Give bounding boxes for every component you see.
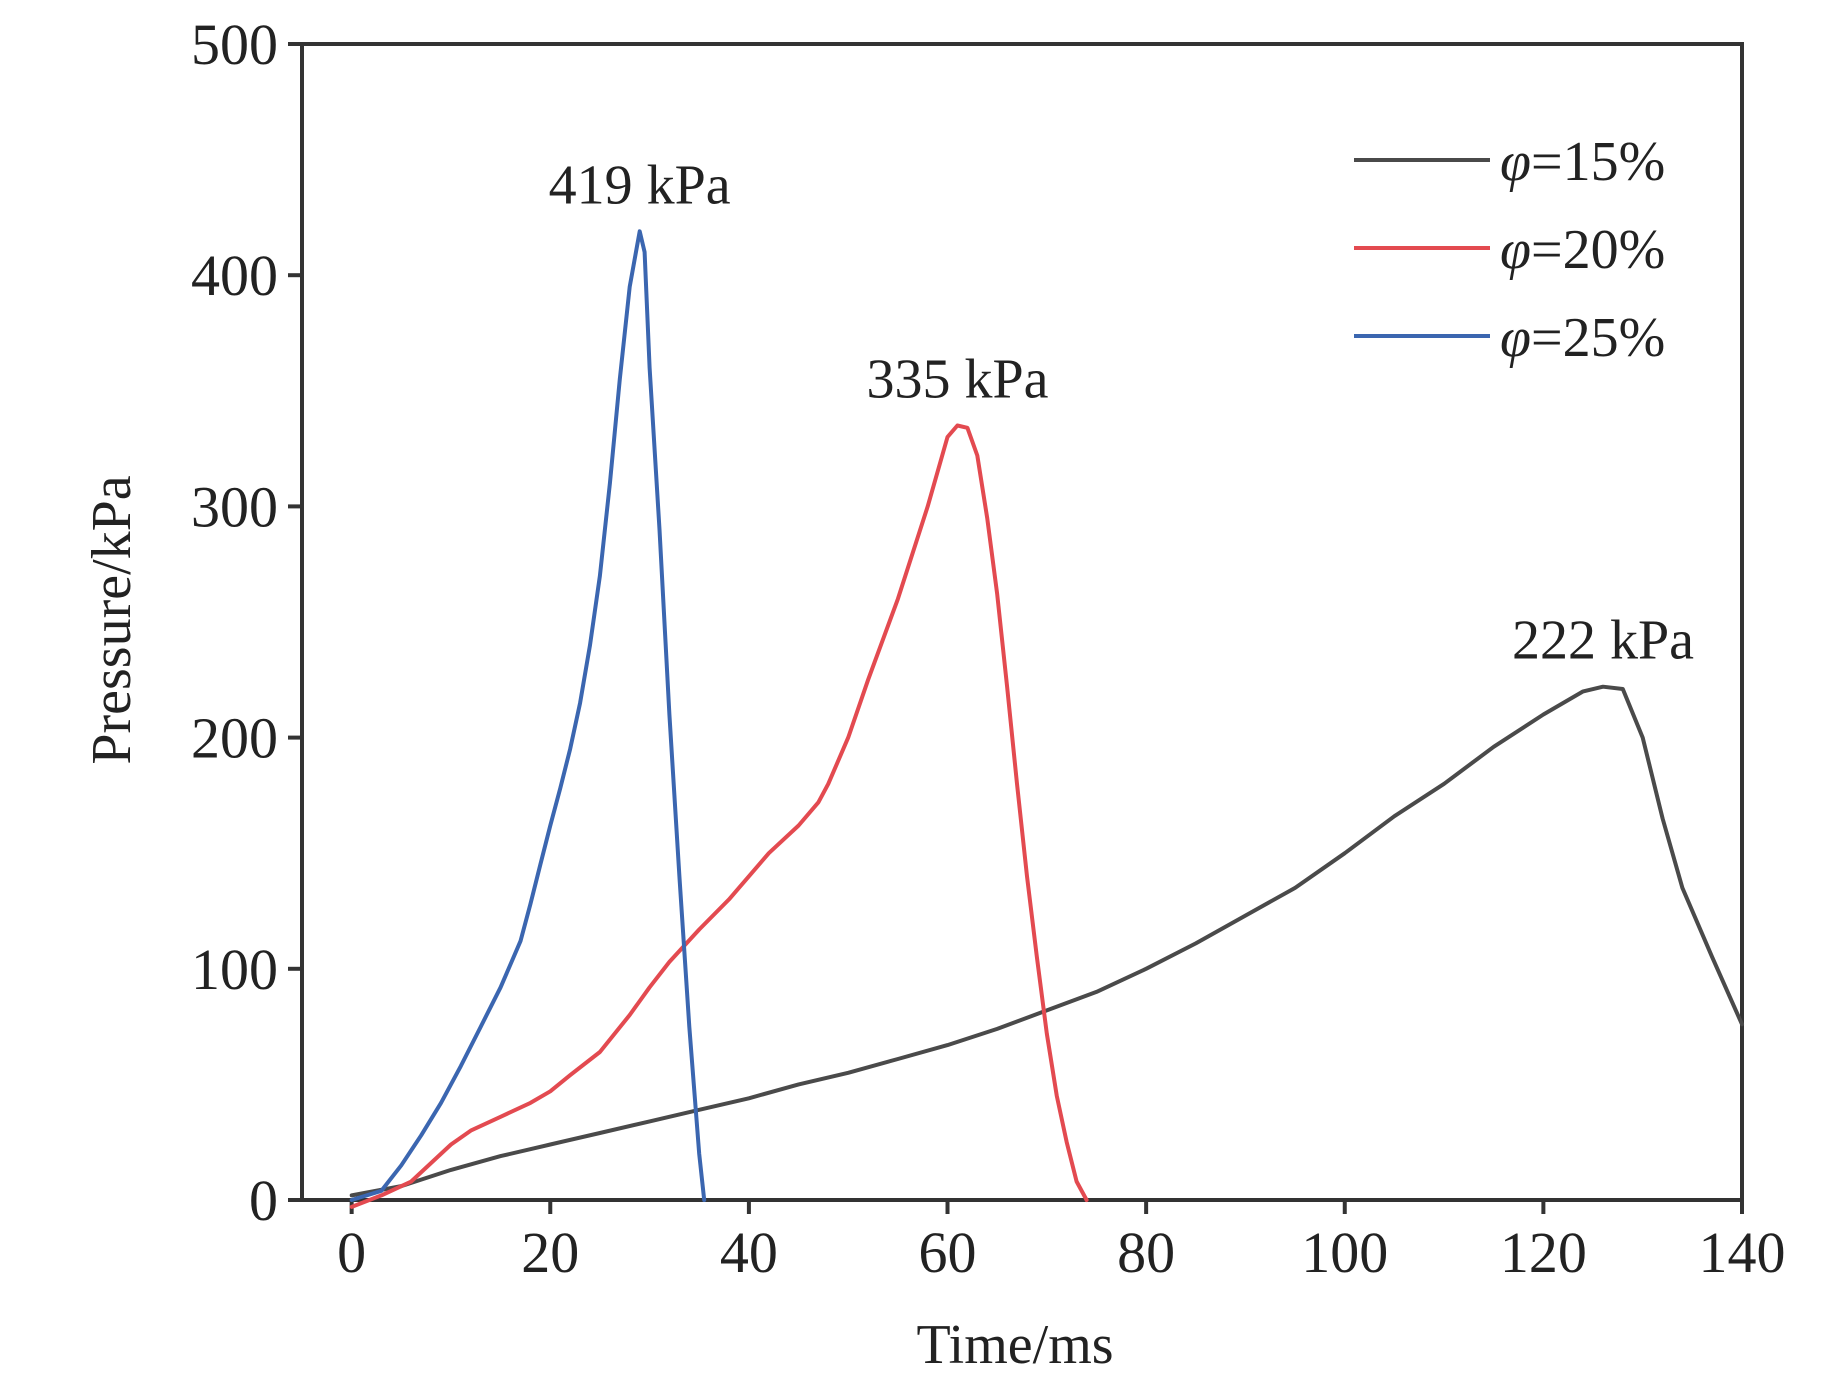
peak-label-3: 419 kPa — [549, 154, 731, 216]
legend-value: =15% — [1531, 131, 1665, 193]
x-axis-ticks: 0 20 40 60 80 100 120 140 — [337, 1200, 1786, 1285]
plot-area — [300, 42, 1744, 1202]
y-axis-ticks: 0 100 200 300 400 500 — [191, 12, 302, 1233]
x-tick-label: 60 — [919, 1220, 977, 1285]
peak-label-1: 222 kPa — [1512, 610, 1694, 672]
x-tick-label: 20 — [521, 1220, 579, 1285]
legend-phi-symbol: φ — [1500, 219, 1531, 281]
series-line-2 — [349, 423, 1089, 1209]
series-layer — [349, 229, 1744, 1209]
x-axis-title: Time/ms — [916, 1314, 1113, 1375]
x-tick-label: 100 — [1301, 1220, 1388, 1285]
x-tick-label: 120 — [1500, 1220, 1587, 1285]
x-tick-label: 80 — [1117, 1220, 1175, 1285]
legend-label: φ=15% — [1500, 131, 1665, 193]
x-tick-label: 0 — [337, 1220, 366, 1285]
legend-value: =25% — [1531, 307, 1665, 369]
y-tick-label: 200 — [191, 706, 278, 771]
series-line-1 — [349, 684, 1744, 1198]
legend-item-3: φ=25% — [1354, 307, 1665, 369]
legend-phi-symbol: φ — [1500, 307, 1531, 369]
legend-phi-symbol: φ — [1500, 131, 1531, 193]
peak-labels: 222 kPa 335 kPa 419 kPa — [549, 154, 1694, 671]
plot-frame — [300, 42, 1744, 1202]
x-tick-label: 140 — [1699, 1220, 1786, 1285]
y-tick-label: 500 — [191, 12, 278, 77]
y-tick-label: 300 — [191, 474, 278, 539]
legend-item-2: φ=20% — [1354, 219, 1665, 281]
y-tick-label: 400 — [191, 243, 278, 308]
legend: φ=15%φ=20%φ=25% — [1354, 131, 1665, 369]
series-line-3 — [349, 229, 707, 1202]
peak-label-2: 335 kPa — [866, 348, 1048, 410]
legend-label: φ=25% — [1500, 307, 1665, 369]
legend-value: =20% — [1531, 219, 1665, 281]
y-tick-label: 100 — [191, 937, 278, 1002]
legend-label: φ=20% — [1500, 219, 1665, 281]
y-tick-label: 0 — [249, 1168, 278, 1233]
x-tick-label: 40 — [720, 1220, 778, 1285]
y-axis-title: Pressure/kPa — [81, 475, 143, 764]
legend-item-1: φ=15% — [1354, 131, 1665, 193]
